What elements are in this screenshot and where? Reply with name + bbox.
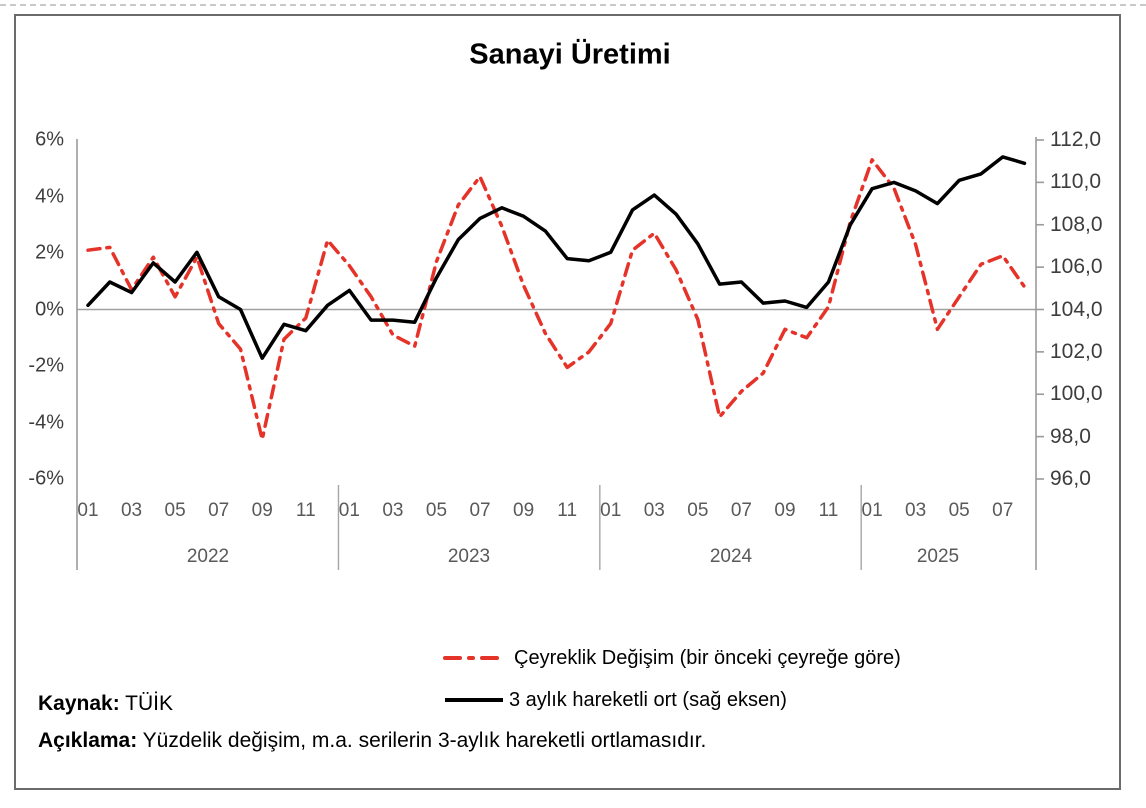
month-tick-label: 07	[730, 500, 752, 521]
legend-label: 3 aylık hareketli ort (sağ eksen)	[509, 688, 787, 711]
month-tick-label: 05	[948, 500, 970, 521]
legend-entry-quarterly-change: Çeyreklik Değişim (bir önceki çeyreğe gö…	[443, 647, 901, 669]
right-axis-tick-label: 108,0	[1050, 212, 1103, 236]
left-axis-tick-label: 4%	[35, 185, 64, 207]
month-tick-label: 05	[425, 500, 448, 521]
month-tick-label: 07	[208, 500, 230, 521]
source-line: Kaynak: TÜİK	[38, 692, 173, 716]
left-axis-tick-label: 2%	[35, 241, 64, 264]
chart-frame-border	[14, 14, 1121, 790]
month-tick-label: 03	[120, 500, 143, 521]
left-axis-tick-label: 6%	[35, 128, 64, 151]
year-tick-label: 2023	[447, 546, 491, 567]
right-axis-tick-label: 100,0	[1050, 382, 1103, 406]
month-tick-label: 09	[251, 500, 273, 521]
dash-dot-line-icon	[443, 656, 503, 660]
left-axis-tick-label: -2%	[28, 354, 64, 377]
series-line-moving-average	[86, 155, 1027, 360]
left-axis-tick-label: -6%	[28, 467, 64, 490]
month-tick-label: 01	[77, 500, 99, 521]
right-axis-tick-label: 112,0	[1050, 128, 1101, 151]
month-tick-label: 09	[774, 500, 796, 521]
month-tick-label: 03	[382, 500, 404, 521]
right-axis-tick-label: 102,0	[1050, 339, 1103, 363]
series-line-quarterly-change	[86, 158, 1027, 442]
right-axis-tick-label: 98,0	[1050, 424, 1091, 448]
month-tick-label: 11	[295, 500, 316, 521]
month-tick-label: 03	[905, 500, 927, 521]
year-tick-label: 2022	[186, 546, 230, 567]
right-axis-tick-label: 106,0	[1050, 255, 1103, 279]
page-break-dashed-line	[0, 4, 1146, 6]
chart-title: Sanayi Üretimi	[469, 38, 671, 71]
year-tick-label: 2024	[709, 546, 753, 567]
note-line: Açıklama: Yüzdelik değişim, m.a. seriler…	[38, 729, 706, 753]
month-tick-label: 01	[600, 500, 622, 521]
year-tick-label: 2025	[916, 546, 960, 567]
source-label: Kaynak:	[38, 692, 120, 715]
note-value: Yüzdelik değişim, m.a. serilerin 3-aylık…	[137, 729, 707, 752]
month-tick-label: 07	[992, 500, 1014, 521]
legend-label: Çeyreklik Değişim (bir önceki çeyreğe gö…	[514, 646, 901, 669]
note-label: Açıklama:	[38, 729, 138, 752]
month-tick-label: 01	[338, 500, 360, 521]
month-tick-label: 09	[513, 500, 535, 521]
month-tick-label: 05	[687, 500, 709, 521]
left-axis-tick-label: -4%	[28, 411, 64, 433]
right-axis-tick-label: 110,0	[1050, 170, 1101, 194]
legend-entry-moving-average: 3 aylık hareketli ort (sağ eksen)	[445, 689, 787, 711]
solid-line-icon	[445, 698, 503, 702]
month-tick-label: 05	[164, 500, 186, 521]
month-tick-label: 07	[469, 500, 491, 521]
left-axis-tick-label: 0%	[35, 298, 64, 320]
month-tick-label: 11	[557, 500, 578, 521]
month-tick-label: 03	[643, 500, 665, 521]
right-axis-tick-label: 96,0	[1050, 467, 1091, 490]
month-tick-label: 11	[818, 500, 839, 521]
right-axis-tick-label: 104,0	[1050, 297, 1103, 321]
month-tick-label: 01	[861, 500, 883, 521]
source-value: TÜİK	[119, 692, 173, 715]
